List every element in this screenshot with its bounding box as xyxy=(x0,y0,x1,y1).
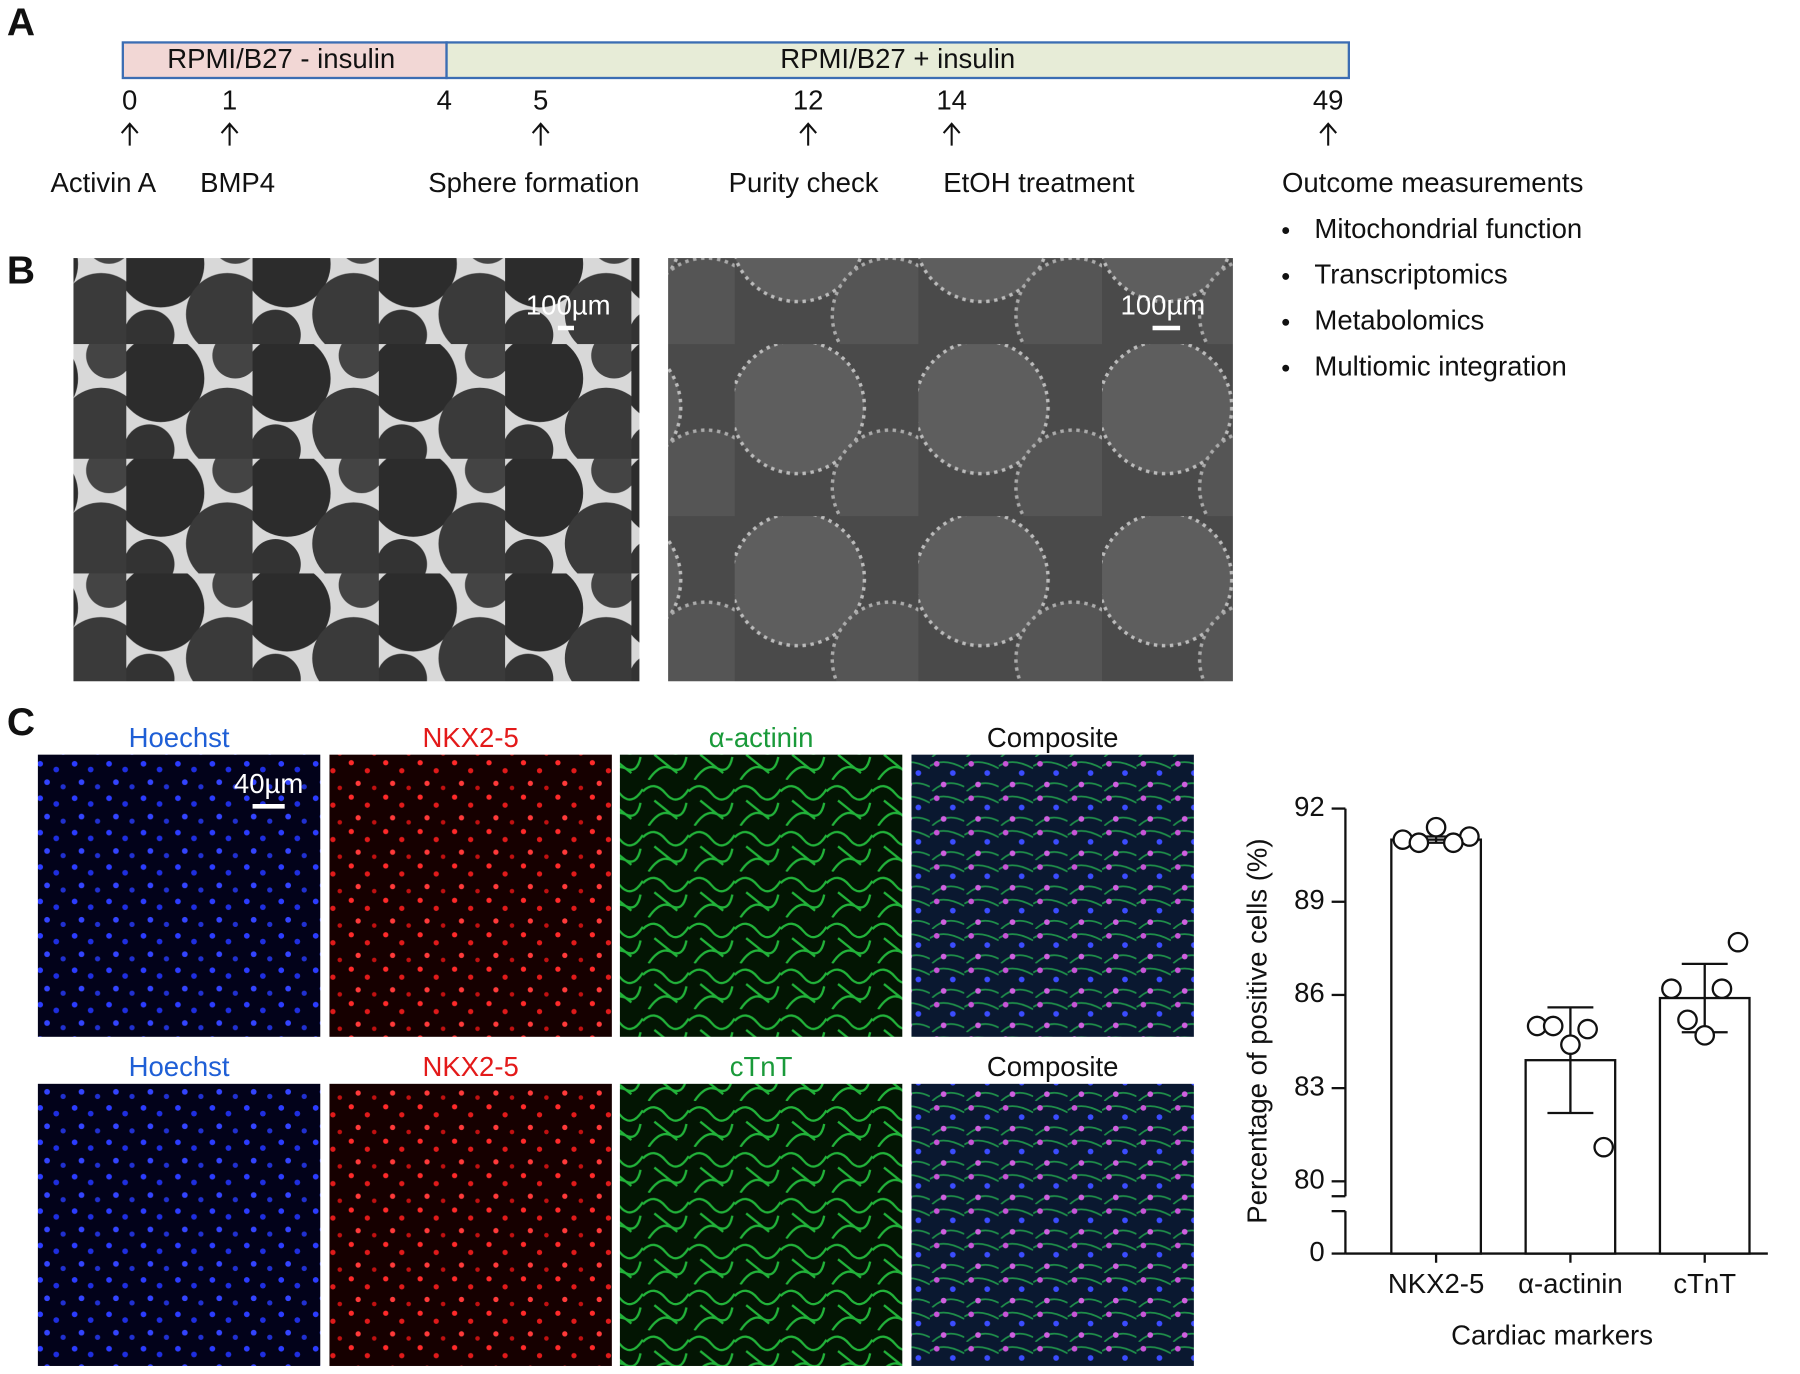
channel-label: Composite xyxy=(987,1051,1119,1082)
channel-label: Hoechst xyxy=(129,1051,230,1082)
data-point xyxy=(1425,816,1447,838)
micrograph xyxy=(668,258,1233,682)
x-tick-label: α-actinin xyxy=(1518,1268,1623,1299)
medium-bar xyxy=(445,41,1350,80)
y-tick-label: 83 xyxy=(1294,1070,1325,1101)
data-point xyxy=(1677,1009,1698,1031)
day-label: 1 xyxy=(222,84,237,115)
event-label: BMP4 xyxy=(200,167,275,198)
channel-label: Composite xyxy=(987,722,1119,753)
bullet xyxy=(1282,364,1290,372)
channel-label: α-actinin xyxy=(709,722,814,753)
fluorescence-image xyxy=(911,1083,1194,1366)
timeline: 0 Activin A 1 BMP4 4 5 Sphere formation 12 Purit… xyxy=(51,84,1584,381)
arrow xyxy=(799,122,817,146)
y-tick-label: 0 xyxy=(1309,1236,1324,1267)
fluorescence-image xyxy=(37,754,321,1037)
arrow xyxy=(1319,122,1338,146)
y-tick-label: 80 xyxy=(1294,1164,1325,1195)
data-point xyxy=(1560,1034,1581,1055)
bar-chart: Percentage of positive cells (%) Cardiac … xyxy=(1242,791,1768,1351)
event-label: Activin A xyxy=(51,167,157,198)
x-tick-label: NKX2-5 xyxy=(1388,1268,1484,1299)
channel-label: NKX2-5 xyxy=(422,1051,518,1082)
arrow xyxy=(220,122,239,146)
bullet xyxy=(1282,318,1290,326)
fluorescence-image xyxy=(911,754,1194,1037)
scale-bar-label: 40µm xyxy=(234,768,303,799)
data-point xyxy=(1408,832,1430,854)
day-label: 14 xyxy=(936,84,967,115)
panel-label: C xyxy=(7,701,35,744)
scale-bar-label: 100µm xyxy=(1121,290,1206,321)
micrograph xyxy=(73,258,640,682)
data-point xyxy=(1442,832,1464,854)
outcome-label: Mitochondrial function xyxy=(1314,213,1582,244)
channel-label: cTnT xyxy=(730,1051,793,1082)
day-label: 12 xyxy=(793,84,824,115)
y-tick-label: 89 xyxy=(1294,884,1325,915)
channel-label: Hoechst xyxy=(129,722,230,753)
y-tick-label: 92 xyxy=(1294,791,1325,822)
scale-bar-label: 100µm xyxy=(526,290,611,321)
channel-label: NKX2-5 xyxy=(422,722,518,753)
fluorescence-image xyxy=(619,1083,903,1366)
data-point xyxy=(1593,1136,1615,1158)
panel-label: B xyxy=(7,249,35,292)
medium-label: RPMI/B27 - insulin xyxy=(167,43,395,74)
arrow xyxy=(120,122,139,146)
data-point xyxy=(1694,1025,1716,1046)
outcome-label: Metabolomics xyxy=(1314,305,1484,336)
data-point xyxy=(1577,1018,1598,1040)
image-grid: Hoechst NKX2-5 α-actinin Composite Hoechst NK… xyxy=(37,722,1194,1366)
bullet xyxy=(1282,227,1290,234)
arrow xyxy=(531,122,550,146)
event-label: Outcome measurements xyxy=(1282,167,1583,198)
fluorescence-image xyxy=(329,1083,612,1366)
day-label: 4 xyxy=(437,84,452,115)
outcome-label: Multiomic integration xyxy=(1314,350,1566,381)
bar xyxy=(1390,838,1483,1255)
arrow xyxy=(942,122,961,146)
outcome-label: Transcriptomics xyxy=(1314,259,1507,290)
fluorescence-image xyxy=(37,1083,321,1366)
day-label: 0 xyxy=(122,84,137,115)
event-label: Sphere formation xyxy=(428,167,639,198)
data-point xyxy=(1661,978,1682,1000)
data-point xyxy=(1711,978,1733,1000)
day-label: 5 xyxy=(533,84,548,115)
panel-label: A xyxy=(7,2,35,45)
y-tick-label: 86 xyxy=(1294,977,1325,1008)
data-point xyxy=(1727,931,1749,953)
x-axis-label: Cardiac markers xyxy=(1451,1320,1653,1351)
fluorescence-image xyxy=(619,754,903,1037)
bullet xyxy=(1282,272,1290,280)
error-bar xyxy=(1547,1006,1594,1115)
x-tick-label: cTnT xyxy=(1673,1268,1736,1299)
medium-bar xyxy=(121,41,448,80)
day-label: 49 xyxy=(1313,84,1344,115)
y-axis-label: Percentage of positive cells (%) xyxy=(1242,838,1273,1223)
medium-label: RPMI/B27 + insulin xyxy=(780,43,1015,74)
data-point xyxy=(1542,1015,1564,1037)
event-label: Purity check xyxy=(729,167,879,198)
event-label: EtOH treatment xyxy=(943,167,1135,198)
fluorescence-image xyxy=(329,754,612,1037)
